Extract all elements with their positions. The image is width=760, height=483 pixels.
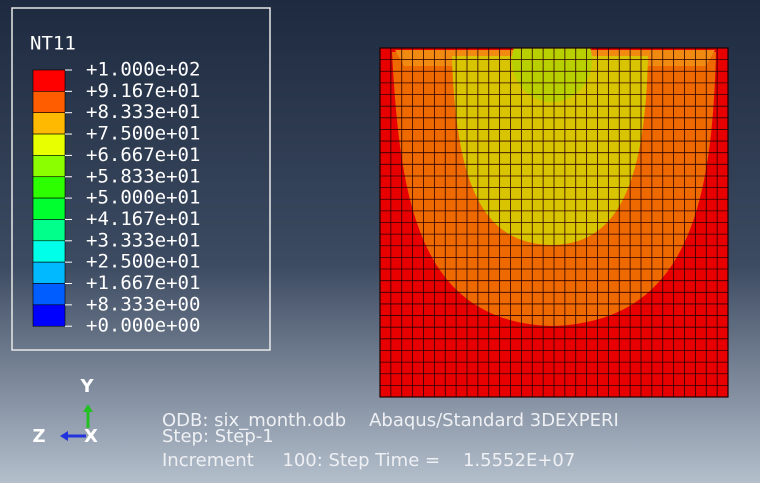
legend-label: +5.000e+01 (86, 187, 200, 209)
legend-swatch (32, 219, 66, 242)
info-odb: ODB: six_month.odb Abaqus/Standard 3DEXP… (162, 410, 619, 431)
legend-swatch (32, 69, 66, 92)
legend-swatch (32, 155, 66, 178)
legend-label: +2.500e+01 (86, 251, 200, 273)
legend-label: +5.833e+01 (86, 165, 200, 187)
legend-swatch (32, 304, 66, 327)
z-arrow-head (60, 431, 68, 441)
triad-x: X (84, 426, 98, 447)
legend-swatch (32, 176, 66, 199)
legend-label: +9.167e+01 (86, 80, 200, 102)
legend-label: +4.167e+01 (86, 208, 200, 230)
legend-label: +1.000e+02 (86, 59, 200, 81)
info-increment: Increment 100: Step Time = 1.5552E+07 (162, 450, 575, 471)
legend-swatch (32, 112, 66, 135)
legend: +1.000e+02+9.167e+01+8.333e+01+7.500e+01… (32, 59, 200, 337)
triad-z: Z (32, 426, 45, 447)
legend-swatch (32, 240, 66, 263)
legend-label: +3.333e+01 (86, 229, 200, 251)
legend-swatch (32, 133, 66, 156)
legend-label: +6.667e+01 (86, 144, 200, 166)
legend-box (11, 7, 271, 351)
mesh (380, 48, 728, 397)
legend-swatch (32, 197, 66, 220)
legend-swatch (32, 91, 66, 113)
region-yellow (452, 56, 648, 245)
legend-label: +8.333e+01 (86, 101, 200, 123)
info-step: Step: Step-1 (162, 426, 274, 447)
legend-swatch (32, 261, 66, 284)
triad-y: Y (79, 376, 94, 397)
legend-swatch (32, 283, 66, 306)
y-arrow-head (83, 404, 93, 412)
legend-label: +8.333e+00 (86, 293, 200, 315)
legend-label: +0.000e+00 (86, 315, 200, 337)
mesh-border (379, 47, 729, 398)
legend-label: +1.667e+01 (86, 272, 200, 294)
contour (380, 48, 728, 397)
legend-title: NT11 (30, 33, 76, 55)
legend-label: +7.500e+01 (86, 123, 200, 145)
